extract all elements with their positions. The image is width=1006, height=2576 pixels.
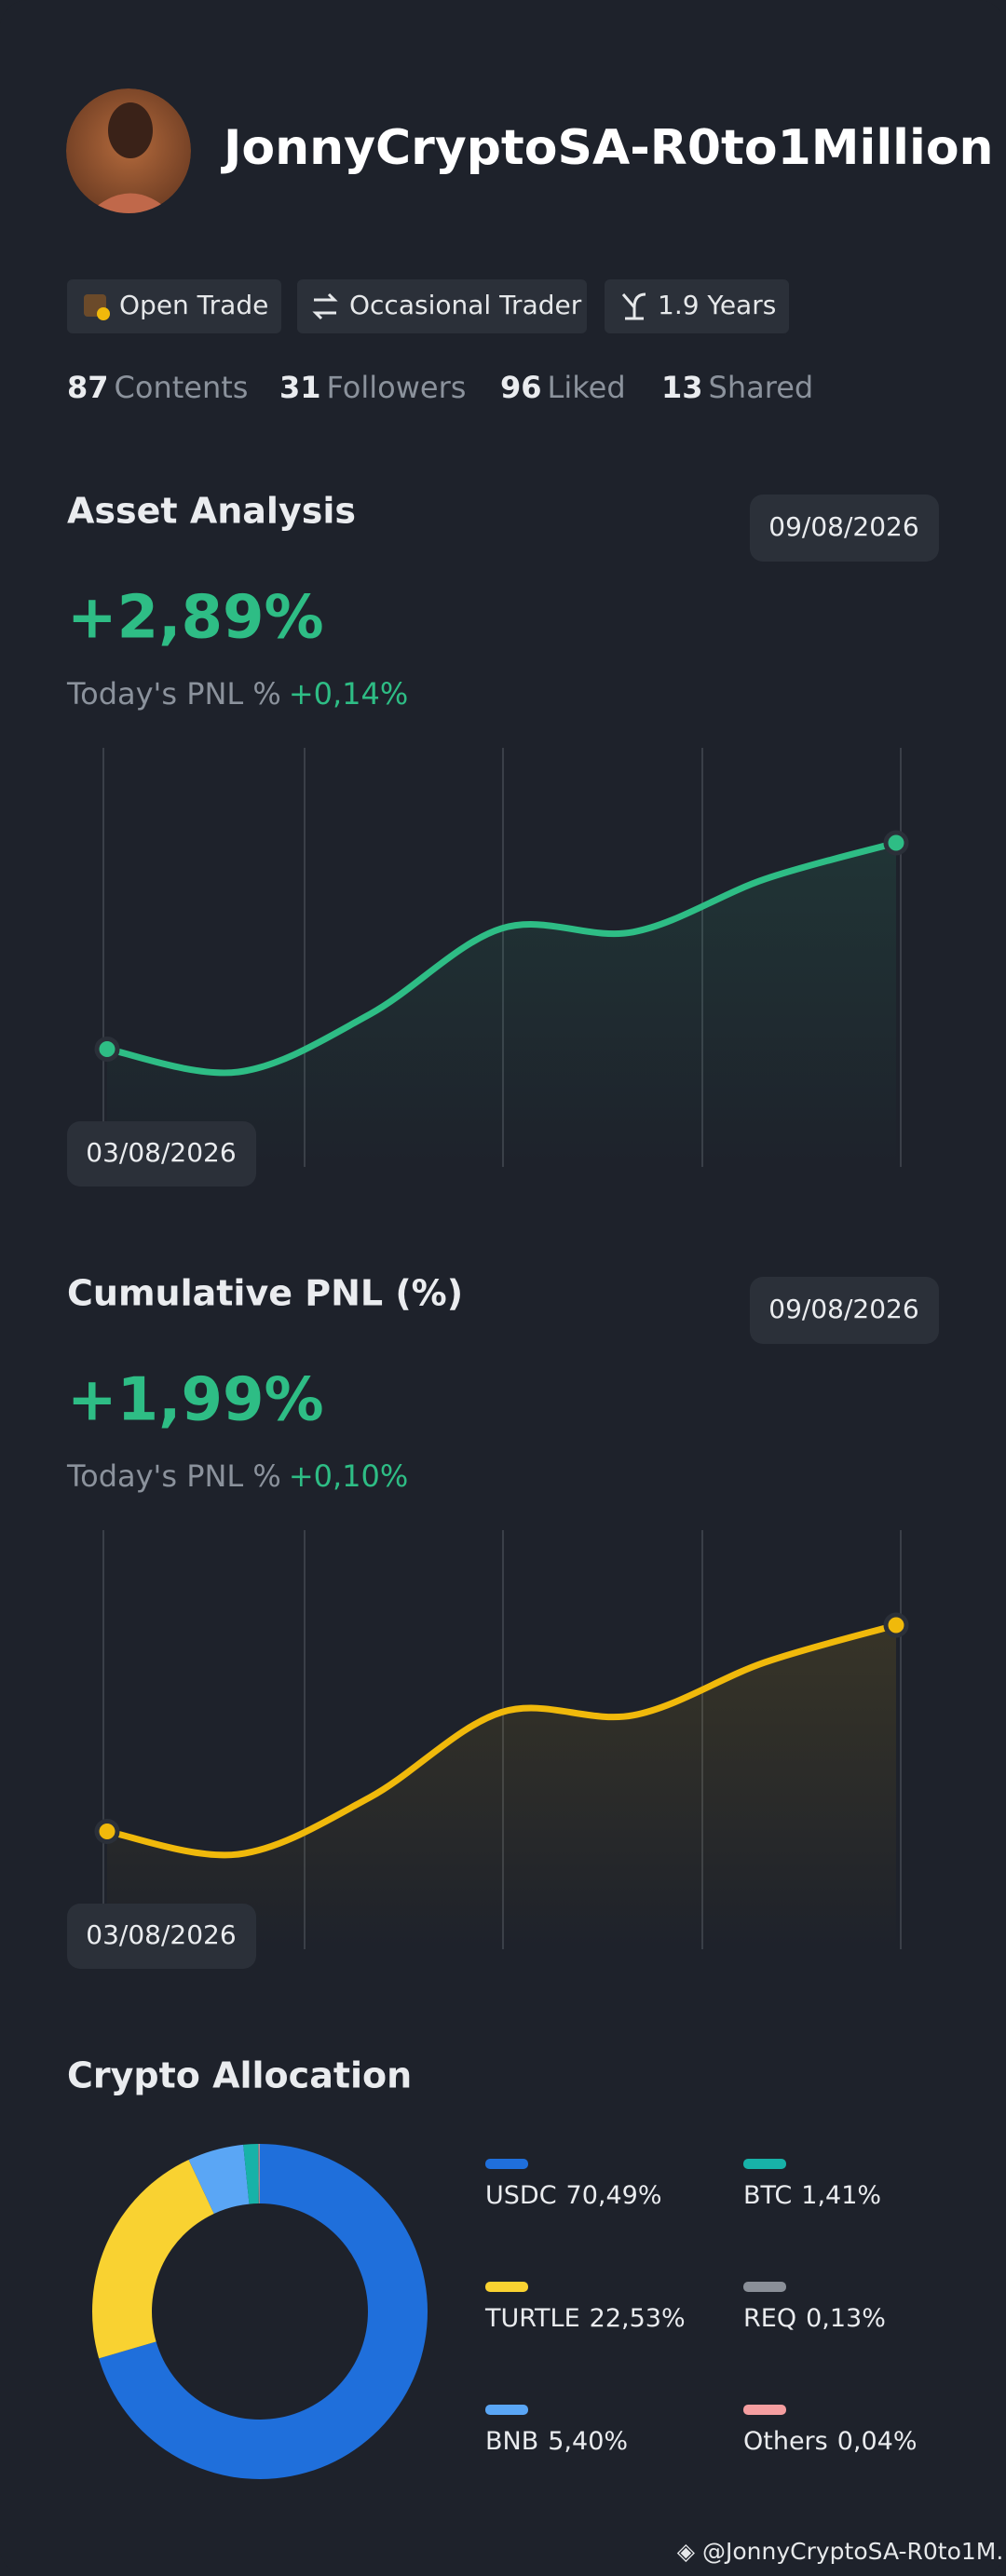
legend-swatch	[743, 2405, 786, 2415]
date-label: 09/08/2026	[768, 1294, 918, 1324]
legend-name: USDC	[485, 2181, 557, 2210]
stat: 13 Shared	[661, 370, 813, 405]
end-point	[94, 1819, 120, 1845]
line	[103, 839, 900, 1077]
stat: 31 Followers	[279, 370, 466, 405]
legend-entry: BTC 1,41%	[743, 2181, 881, 2210]
today-pnl-value: +0,10%	[289, 1458, 408, 1494]
legend-swatch	[743, 2282, 786, 2292]
line-area	[107, 843, 896, 1167]
badge: Open Trade	[67, 279, 281, 333]
legend-value: 5,40%	[548, 2427, 628, 2456]
legend-name: REQ	[743, 2304, 796, 2333]
donut-slice	[243, 2144, 259, 2204]
today-pnl-label: Today's PNL %	[66, 676, 281, 712]
today-pnl-value: +0,14%	[289, 676, 408, 712]
legend-value: 70,49%	[566, 2181, 662, 2210]
legend-name: BTC	[743, 2181, 792, 2210]
today-pnl: Today's PNL % +0,10%	[66, 1458, 408, 1494]
donut-slice	[188, 2144, 250, 2214]
section-title: Asset Analysis	[67, 491, 356, 532]
date-label: 03/08/2026	[86, 1137, 236, 1168]
badge: 1.9 Years	[605, 279, 789, 333]
donut-slice	[99, 2144, 428, 2479]
headline-value: +2,89%	[67, 584, 324, 653]
legend-swatch	[485, 2282, 528, 2292]
stat-label: Contents	[115, 370, 249, 405]
badge-label: 1.9 Years	[658, 290, 776, 320]
legend-swatch	[743, 2159, 786, 2169]
date-tooltip	[67, 1904, 256, 1969]
badge: Occasional Trader	[297, 279, 587, 333]
legend-entry: TURTLE 22,53%	[484, 2304, 686, 2333]
today-pnl-label: Today's PNL %	[66, 1458, 281, 1494]
legend-value: 1,41%	[801, 2181, 881, 2210]
stat-label: Liked	[548, 370, 626, 405]
headline-value: +1,99%	[67, 1366, 324, 1435]
legend-value: 22,53%	[590, 2304, 686, 2333]
legend-value: 0,04%	[837, 2427, 918, 2456]
stat-value: 13	[661, 370, 703, 405]
donut-slice	[92, 2160, 214, 2359]
stat-label: Shared	[709, 370, 814, 405]
legend-entry: USDC 70,49%	[485, 2181, 662, 2210]
end-point	[94, 1036, 120, 1062]
footer-handle: ◈ @JonnyCryptoSA-R0to1M...	[677, 2538, 1006, 2565]
legend-value: 0,13%	[806, 2304, 886, 2333]
end-point	[883, 830, 909, 856]
date-label: 03/08/2026	[86, 1919, 236, 1950]
badge-label: Occasional Trader	[349, 290, 582, 320]
legend-name: Others	[743, 2427, 828, 2456]
legend-name: BNB	[485, 2427, 538, 2456]
stat-label: Followers	[327, 370, 467, 405]
line-area	[107, 1625, 896, 1949]
stat-value: 87	[67, 370, 109, 405]
footer-text: @JonnyCryptoSA-R0to1M...	[702, 2538, 1006, 2565]
end-point	[883, 1612, 909, 1638]
badge-label: Open Trade	[119, 290, 268, 320]
section-title: Crypto Allocation	[67, 2055, 412, 2096]
legend-entry: BNB 5,40%	[485, 2427, 628, 2456]
legend-name: TURTLE	[484, 2304, 580, 2333]
username: JonnyCryptoSA-R0to1Million	[221, 120, 994, 176]
date-label: 09/08/2026	[768, 511, 918, 542]
date-tooltip	[750, 495, 939, 562]
date-tooltip	[67, 1121, 256, 1186]
donut-slice	[258, 2144, 260, 2204]
stats: 87 Contents 31 Followers 96 Liked 13 Shared	[67, 370, 813, 405]
avatar	[66, 88, 191, 213]
today-pnl: Today's PNL % +0,14%	[66, 676, 408, 712]
legend-entry: Others 0,04%	[743, 2427, 918, 2456]
section-title: Cumulative PNL (%)	[67, 1273, 463, 1314]
legend-swatch	[485, 2405, 528, 2415]
date-tooltip	[750, 1277, 939, 1344]
stat: 96 Liked	[500, 370, 626, 405]
legend-swatch	[485, 2159, 528, 2169]
stat-value: 31	[279, 370, 321, 405]
stat-value: 96	[500, 370, 542, 405]
legend-entry: REQ 0,13%	[743, 2304, 886, 2333]
line	[103, 1621, 900, 1859]
stat: 87 Contents	[67, 370, 248, 405]
